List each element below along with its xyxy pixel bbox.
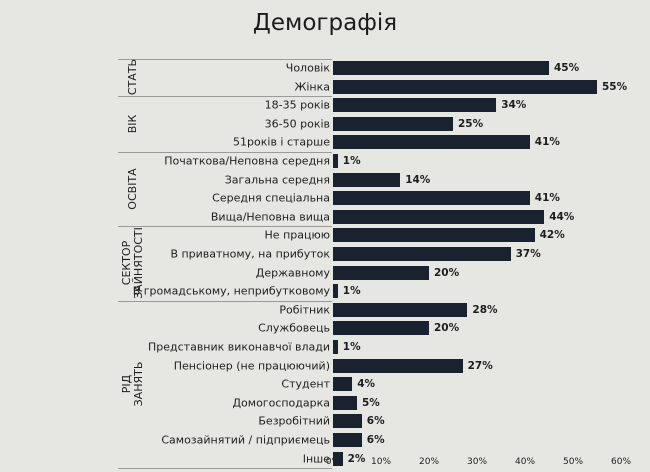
group-divider (118, 467, 332, 469)
data-label: 6% (366, 415, 385, 428)
bar (333, 284, 338, 299)
data-label: 45% (554, 62, 580, 74)
category-label: Робітник (279, 303, 330, 317)
data-label: 1% (342, 341, 361, 353)
x-tick-label: 10% (370, 457, 392, 467)
category-label: Студент (281, 377, 330, 391)
data-label: 14% (405, 173, 431, 186)
category-label: Самозайнятий / підприємець (161, 433, 330, 447)
category-label: 18-35 років (264, 98, 330, 112)
data-label: 1% (342, 285, 361, 298)
x-tick-label: 0% (325, 457, 341, 467)
group-divider (118, 95, 332, 97)
bar (333, 154, 338, 168)
bar (333, 98, 497, 113)
chart-title: Демографія (252, 10, 398, 36)
bar (333, 340, 338, 354)
bar (333, 302, 468, 317)
category-label: Жінка (294, 80, 330, 94)
category-label: Чоловік (285, 61, 330, 75)
x-tick-label: 20% (418, 457, 440, 467)
data-label: 41% (534, 136, 560, 149)
bar (333, 79, 597, 94)
group-divider (118, 226, 332, 228)
bar (333, 451, 343, 466)
bar (333, 377, 353, 392)
bar (333, 172, 401, 187)
data-label: 34% (501, 99, 527, 112)
bar (333, 414, 362, 429)
group-label: РІД ЗАНЯТЬ (120, 361, 145, 407)
bar (333, 321, 429, 336)
bar (333, 61, 549, 75)
data-label: 5% (362, 396, 380, 409)
data-label: 42% (539, 229, 565, 242)
category-label: Безробітний (258, 414, 330, 428)
data-label: 44% (549, 210, 575, 223)
data-label: 55% (602, 80, 628, 93)
category-label: Не працюю (264, 228, 330, 242)
data-label: 20% (434, 266, 460, 279)
bar (333, 358, 463, 373)
category-label: Середня спеціальна (212, 191, 330, 205)
data-label: 25% (458, 117, 484, 130)
group-label: СТАТЬ (126, 59, 139, 96)
data-label: 20% (434, 322, 460, 335)
category-label: 51років і старше (233, 135, 330, 149)
data-label: 41% (534, 192, 560, 205)
bar (333, 191, 530, 206)
group-divider (118, 58, 332, 60)
category-label: Інше (302, 452, 330, 466)
group-label: ОСВІТА (126, 168, 139, 210)
category-label: Представник виконавчої влади (148, 340, 330, 354)
x-tick-label: 40% (514, 457, 536, 467)
category-label: Державному (255, 266, 330, 280)
category-label: В приватному, на прибуток (170, 247, 330, 261)
bar (333, 433, 362, 447)
group-divider (118, 300, 332, 302)
category-label: 36-50 років (264, 117, 330, 131)
x-tick-label: 50% (562, 457, 584, 467)
bar (333, 247, 511, 261)
data-label: 2% (347, 452, 366, 465)
group-divider (118, 151, 332, 153)
bar (333, 265, 429, 280)
data-label: 4% (357, 378, 376, 391)
x-tick-label: 30% (466, 457, 488, 467)
category-label: Вища/Неповна вища (210, 210, 330, 224)
data-label: 6% (366, 434, 385, 446)
data-label: 1% (342, 155, 361, 167)
category-label: Пенсіонер (не працюючий) (173, 359, 330, 373)
bar (333, 228, 535, 243)
bar (333, 116, 453, 131)
data-label: 37% (515, 248, 541, 260)
bar (333, 209, 545, 224)
category-label: Домогосподарка (232, 396, 330, 410)
data-label: 28% (472, 303, 498, 316)
category-label: Загальна середня (224, 173, 330, 187)
group-label: СЕКТОР ЗАЙНЯТОСТІ (120, 227, 145, 300)
bar (333, 135, 530, 150)
group-label: ВІК (126, 114, 139, 134)
x-tick-label: 60% (610, 457, 632, 467)
category-label: В громадському, неприбутковому (132, 284, 330, 298)
bar (333, 395, 357, 410)
category-label: Службовець (258, 321, 330, 335)
category-label: Початкова/Неповна середня (164, 154, 330, 168)
data-label: 27% (467, 359, 493, 372)
